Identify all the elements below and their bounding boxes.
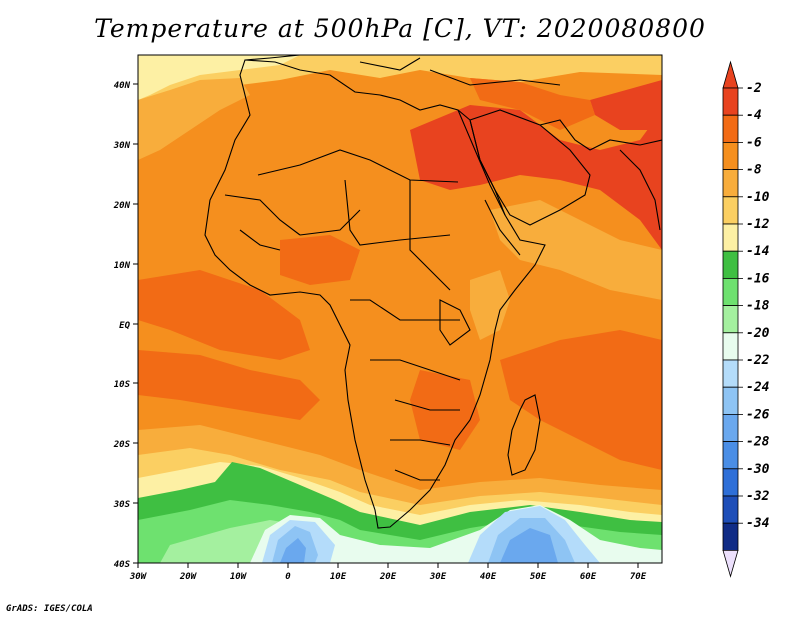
colorbar-swatch xyxy=(722,87,739,116)
lon-label-20e: 20E xyxy=(379,572,397,582)
colorbar: -2 -4 -6 -8 -10 -12 -14 -16 -18 -20 -22 -24 -26 -28 -3… xyxy=(722,60,770,578)
colorbar-label: -28 xyxy=(746,435,770,450)
lon-label-30e: 30E xyxy=(429,572,447,582)
colorbar-label: -20 xyxy=(746,326,770,341)
lon-label-50e: 50E xyxy=(530,572,547,582)
plot-frame xyxy=(137,54,663,564)
colorbar-swatch xyxy=(722,305,739,334)
colorbar-swatch xyxy=(722,169,739,198)
colorbar-label: -14 xyxy=(746,244,770,259)
lon-label-10e: 10E xyxy=(330,572,347,582)
colorbar-swatch xyxy=(722,196,739,225)
lat-label-eq: EQ xyxy=(119,321,130,331)
colorbar-label: -34 xyxy=(746,516,770,531)
colorbar-swatch xyxy=(722,141,739,170)
colorbar-under-arrow xyxy=(722,550,739,578)
colorbar-label: -12 xyxy=(746,217,770,232)
colorbar-label: -30 xyxy=(746,462,770,477)
colorbar-swatch xyxy=(722,441,739,470)
lat-label-30n: 30N xyxy=(113,141,131,151)
lon-label-60e: 60E xyxy=(580,572,597,582)
colorbar-label: -18 xyxy=(746,299,770,314)
colorbar-label: -2 xyxy=(746,81,762,96)
colorbar-label: -24 xyxy=(746,380,770,395)
colorbar-swatch xyxy=(722,114,739,143)
colorbar-label: -8 xyxy=(746,163,762,178)
colorbar-swatch xyxy=(722,277,739,306)
colorbar-label: -4 xyxy=(746,108,762,123)
colorbar-swatch xyxy=(722,413,739,442)
lat-label-10n: 10N xyxy=(114,261,131,271)
colorbar-swatch xyxy=(722,386,739,415)
lon-label-30w: 30W xyxy=(129,572,148,582)
lon-label-20w: 20W xyxy=(179,572,198,582)
colorbar-swatch xyxy=(722,250,739,279)
lat-label-20s: 20S xyxy=(113,440,131,450)
colorbar-label: -10 xyxy=(746,190,770,205)
lon-label-40e: 40E xyxy=(480,572,497,582)
lat-label-40s: 40S xyxy=(114,560,131,570)
colorbar-swatch xyxy=(722,522,739,551)
lat-label-10s: 10S xyxy=(114,380,131,390)
grads-credit: GrADS: IGES/COLA xyxy=(6,604,93,614)
lat-axis xyxy=(133,83,138,564)
colorbar-swatch xyxy=(722,495,739,524)
colorbar-label: -32 xyxy=(746,489,770,504)
colorbar-over-arrow xyxy=(722,60,739,89)
lat-label-40n: 40N xyxy=(114,81,131,91)
lat-label-30s: 30S xyxy=(113,500,131,510)
colorbar-label: -16 xyxy=(746,271,770,286)
colorbar-swatch xyxy=(722,468,739,497)
colorbar-label: -26 xyxy=(746,407,770,422)
lon-axis xyxy=(137,563,639,568)
lat-label-20n: 20N xyxy=(113,201,131,211)
chart-title: Temperature at 500hPa [C], VT: 202008080… xyxy=(94,14,706,43)
coastlines xyxy=(204,55,662,529)
colorbar-swatch xyxy=(722,359,739,388)
temperature-field xyxy=(138,55,662,563)
lon-label-10w: 10W xyxy=(230,572,248,582)
lon-label-70e: 70E xyxy=(630,572,647,582)
colorbar-swatch xyxy=(722,332,739,361)
colorbar-label: -6 xyxy=(746,135,762,150)
lon-label-0: 0 xyxy=(285,572,291,582)
colorbar-label: -22 xyxy=(746,353,770,368)
colorbar-swatch xyxy=(722,223,739,252)
